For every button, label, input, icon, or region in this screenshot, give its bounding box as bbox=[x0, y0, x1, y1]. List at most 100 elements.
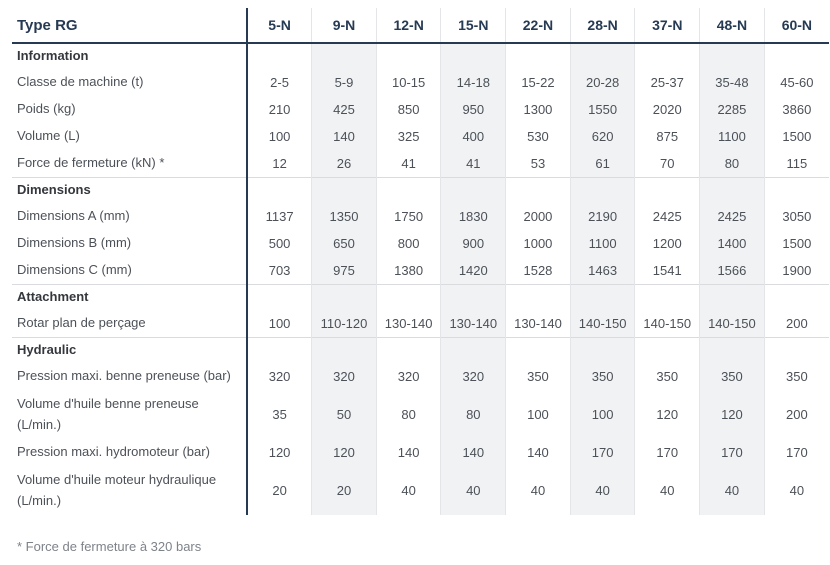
cell-value: 1500 bbox=[782, 129, 812, 144]
empty-cell bbox=[634, 176, 701, 203]
column-header-48-N: 48-N bbox=[699, 8, 765, 44]
column-header-15-N: 15-N bbox=[440, 8, 507, 44]
empty-cell bbox=[634, 283, 701, 310]
empty-cell bbox=[440, 336, 507, 363]
section-row: Hydraulic bbox=[12, 336, 829, 363]
cell-value: 35-48 bbox=[699, 69, 765, 96]
empty-cell bbox=[699, 283, 765, 310]
cell-value: 14-18 bbox=[440, 69, 507, 96]
cell-value: 350 bbox=[699, 363, 765, 390]
cell-value: 425 bbox=[311, 96, 377, 123]
empty-cell bbox=[570, 176, 636, 203]
empty-cell bbox=[311, 43, 377, 69]
column-header-28-N: 28-N bbox=[570, 8, 636, 44]
cell-value: 41 bbox=[376, 150, 442, 177]
cell-value: 1566 bbox=[699, 257, 765, 284]
cell-value: 325 bbox=[376, 123, 442, 150]
table-row: Classe de machine (t) 2-5 5-9 10-15 14-18 15-… bbox=[12, 69, 829, 96]
cell-value: 3860 bbox=[782, 102, 812, 117]
cell-value: 53 bbox=[505, 150, 571, 177]
cell-value: 120 bbox=[634, 390, 701, 439]
empty-cell bbox=[247, 336, 313, 363]
cell-value: 1541 bbox=[634, 257, 701, 284]
cell-value: 5-9 bbox=[311, 69, 377, 96]
table-row: Dimensions C (mm) 703 975 1380 1420 1528 1463 1… bbox=[12, 257, 829, 284]
cell-value: 2190 bbox=[570, 203, 636, 230]
empty-cell bbox=[247, 176, 313, 203]
empty-cell bbox=[699, 176, 765, 203]
empty-cell bbox=[699, 43, 765, 69]
cell-value: 200 bbox=[786, 315, 808, 331]
cell-value: 950 bbox=[440, 96, 507, 123]
cell-value: 210 bbox=[247, 96, 313, 123]
cell-value: 45-60 bbox=[780, 75, 814, 90]
cell-value: 25-37 bbox=[634, 69, 701, 96]
column-header-12-N: 12-N bbox=[376, 8, 442, 44]
cell-value: 320 bbox=[247, 363, 313, 390]
cell-value: 620 bbox=[570, 123, 636, 150]
cell-value: 1200 bbox=[634, 230, 701, 257]
cell-value: 80 bbox=[376, 390, 442, 439]
cell-value: 170 bbox=[634, 439, 701, 466]
empty-cell bbox=[570, 283, 636, 310]
column-header-9-N: 9-N bbox=[311, 8, 377, 44]
row-label: Force de fermeture (kN) * bbox=[12, 150, 248, 177]
empty-cell bbox=[311, 283, 377, 310]
cell-value: 1350 bbox=[311, 203, 377, 230]
table-row: Force de fermeture (kN) * 12 26 41 41 53 61 70 8… bbox=[12, 150, 829, 177]
cell-value: 350 bbox=[570, 363, 636, 390]
cell-value: 120 bbox=[247, 439, 313, 466]
cell-value: 80 bbox=[440, 390, 507, 439]
empty-cell bbox=[247, 43, 313, 69]
cell-value: 400 bbox=[440, 123, 507, 150]
empty-cell bbox=[247, 283, 313, 310]
spec-table: Type RG 5-N 9-N 12-N 15-N 22-N 28-N 37-N 48-N 60… bbox=[12, 8, 829, 515]
cell-value: 40 bbox=[789, 483, 805, 498]
cell-value: 41 bbox=[440, 150, 507, 177]
cell-value: 800 bbox=[376, 230, 442, 257]
empty-cell bbox=[311, 336, 377, 363]
cell-value: 35 bbox=[247, 390, 313, 439]
cell-value: 900 bbox=[440, 230, 507, 257]
table-row: Pression maxi. hydromoteur (bar) 120 120 14… bbox=[12, 439, 829, 466]
empty-cell bbox=[376, 176, 442, 203]
cell-value: 1900 bbox=[782, 262, 812, 278]
cell-value: 115 bbox=[786, 155, 808, 171]
section-title: Dimensions bbox=[12, 176, 248, 203]
cell-value: 40 bbox=[376, 466, 442, 515]
footnote: * Force de fermeture à 320 bars bbox=[17, 539, 202, 554]
empty-cell bbox=[505, 176, 571, 203]
table-row: Rotar plan de perçage 100 110-120 130-140 13… bbox=[12, 310, 829, 337]
cell-value: 170 bbox=[699, 439, 765, 466]
empty-cell bbox=[505, 336, 571, 363]
cell-value: 80 bbox=[699, 150, 765, 177]
row-label: Volume d'huile moteur hydraulique (L/min… bbox=[12, 466, 248, 515]
cell-value: 500 bbox=[247, 230, 313, 257]
cell-value: 320 bbox=[376, 363, 442, 390]
table-title: Type RG bbox=[12, 8, 248, 44]
row-label: Rotar plan de perçage bbox=[12, 310, 248, 337]
cell-value: 1100 bbox=[699, 123, 765, 150]
empty-cell bbox=[440, 283, 507, 310]
cell-value: 120 bbox=[699, 390, 765, 439]
cell-value: 40 bbox=[440, 466, 507, 515]
row-label: Volume d'huile benne preneuse (L/min.) bbox=[12, 390, 248, 439]
cell-value: 140 bbox=[440, 439, 507, 466]
cell-value: 1528 bbox=[505, 257, 571, 284]
empty-cell bbox=[440, 176, 507, 203]
cell-value: 1420 bbox=[440, 257, 507, 284]
table-row: Poids (kg) 210 425 850 950 1300 1550 2020 2285 38… bbox=[12, 96, 829, 123]
empty-cell bbox=[699, 336, 765, 363]
cell-value: 50 bbox=[311, 390, 377, 439]
cell-value: 2285 bbox=[699, 96, 765, 123]
column-header-60-N: 60-N bbox=[764, 8, 829, 44]
row-label: Classe de machine (t) bbox=[12, 69, 248, 96]
column-header-22-N: 22-N bbox=[505, 8, 571, 44]
cell-value: 2020 bbox=[634, 96, 701, 123]
cell-value: 320 bbox=[440, 363, 507, 390]
table-row: Dimensions A (mm) 1137 1350 1750 1830 2000 219… bbox=[12, 203, 829, 230]
cell-value: 530 bbox=[505, 123, 571, 150]
cell-value: 350 bbox=[634, 363, 701, 390]
column-header-37-N: 37-N bbox=[634, 8, 701, 44]
